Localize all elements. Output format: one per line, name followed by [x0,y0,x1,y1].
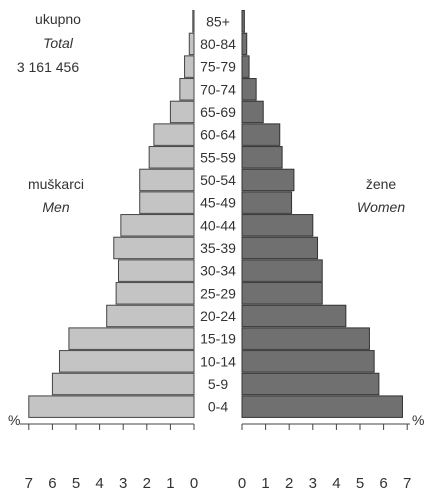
right-unit-label: % [412,412,424,428]
men-x-tick-label-0: 0 [190,475,198,491]
women-x-tick-label-7: 7 [403,475,411,491]
age-label-25-29: 25-29 [200,285,236,301]
women-bar-30-34 [241,259,323,282]
age-label-0-4: 0-4 [208,399,228,415]
women-bar-40-44 [241,214,314,237]
age-label-30-34: 30-34 [200,263,236,279]
women-bar-60-64 [241,123,281,146]
men-bar-5-9 [51,372,195,396]
men-bar-65-69 [169,100,195,124]
total-value: 3 161 456 [17,59,79,75]
men-bar-15-19 [68,327,195,350]
men-x-tick-label-7: 7 [25,475,33,491]
age-label-70-74: 70-74 [200,81,236,97]
women-x-tick-label-0: 0 [238,475,246,491]
men-bar-0-4 [28,395,195,418]
women-bar-65-69 [241,100,264,124]
women-x-tick-label-4: 4 [332,475,340,491]
women-bar-15-19 [241,327,370,350]
age-label-65-69: 65-69 [200,104,236,120]
age-label-15-19: 15-19 [200,331,236,347]
men-bar-55-59 [148,146,195,169]
women-bar-55-59 [241,146,283,169]
women-bar-10-14 [241,350,375,373]
age-label-80-84: 80-84 [200,36,236,52]
women-bar-70-74 [241,78,257,101]
men-bar-50-54 [139,168,195,192]
men-bar-80-84 [188,32,195,56]
women-x-tick-label-5: 5 [356,475,364,491]
age-label-50-54: 50-54 [200,172,236,188]
men-x-tick-label-5: 5 [72,475,80,491]
women-bar-50-54 [241,168,295,192]
age-label-45-49: 45-49 [200,195,236,211]
women-series-label-en: Women [357,199,405,215]
men-bar-10-14 [58,350,195,373]
total-label: ukupno [35,11,81,27]
men-bar-75-79 [184,55,195,78]
men-bar-60-64 [153,123,195,146]
women-bar-5-9 [241,372,380,396]
age-label-10-14: 10-14 [200,353,236,369]
women-bars [241,10,403,418]
total-label-en: Total [43,35,74,51]
age-label-40-44: 40-44 [200,217,236,233]
age-label-75-79: 75-79 [200,59,236,75]
men-x-tick-label-2: 2 [143,475,151,491]
women-bar-85+ [241,10,245,33]
women-bar-75-79 [241,55,250,78]
women-series-label: žene [366,176,397,192]
women-bar-45-49 [241,191,293,214]
men-series-label: muškarci [28,176,84,192]
men-series-label-en: Men [42,199,69,215]
men-x-tick-label-6: 6 [48,475,56,491]
women-bar-25-29 [241,282,323,305]
age-label-5-9: 5-9 [208,376,228,392]
age-label-35-39: 35-39 [200,240,236,256]
men-bar-30-34 [117,259,195,282]
men-bar-25-29 [115,282,195,305]
age-label-20-24: 20-24 [200,308,236,324]
women-x-tick-label-1: 1 [261,475,269,491]
men-x-tick-label-1: 1 [166,475,174,491]
women-x-tick-label-6: 6 [379,475,387,491]
men-bar-40-44 [120,214,195,237]
men-bars [28,10,195,418]
women-bar-20-24 [241,304,347,328]
age-label-55-59: 55-59 [200,149,236,165]
men-x-tick-label-3: 3 [119,475,127,491]
men-bar-85+ [192,10,195,33]
age-group-labels: 0-4 5-9 10-14 15-19 20-24 25-29 30-34 35-39 40-4… [200,13,236,414]
men-bar-35-39 [113,236,195,260]
age-label-60-64: 60-64 [200,127,236,143]
age-label-85+: 85+ [206,13,230,29]
women-x-tick-label-2: 2 [285,475,293,491]
women-bar-35-39 [241,236,319,260]
women-bar-80-84 [241,32,248,56]
men-bar-70-74 [179,78,195,101]
left-unit-label: % [8,412,20,428]
men-bar-20-24 [106,304,195,328]
men-bar-45-49 [139,191,195,214]
women-bar-0-4 [241,395,403,418]
women-x-tick-label-3: 3 [309,475,317,491]
men-x-tick-label-4: 4 [95,475,103,491]
